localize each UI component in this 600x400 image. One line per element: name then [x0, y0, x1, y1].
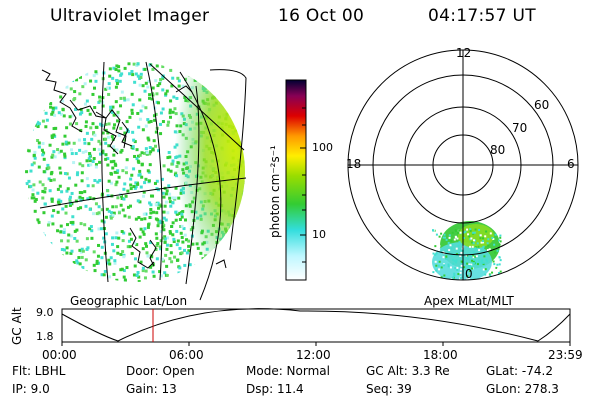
coastlines — [41, 69, 227, 269]
altitude-ytick-bottom: 1.8 — [36, 330, 54, 343]
info-gain: Gain: 13 — [126, 382, 177, 396]
app-title: Ultraviolet Imager — [50, 6, 210, 26]
xtick-2359: 23:59 — [548, 348, 583, 362]
mlt-label-12: 12 — [456, 46, 472, 60]
lat-label-70: 70 — [512, 121, 528, 135]
xtick-0600: 06:00 — [169, 348, 204, 362]
altitude-curve — [61, 308, 571, 342]
info-glon: GLon: 278.3 — [486, 382, 559, 396]
altitude-ytick-top: 9.0 — [36, 306, 54, 319]
lat-label-80: 80 — [490, 143, 506, 157]
info-sequence: Seq: 39 — [366, 382, 412, 396]
mlt-label-18: 18 — [346, 157, 362, 171]
info-filter: Flt: LBHL — [12, 364, 66, 378]
info-mode: Mode: Normal — [246, 364, 330, 378]
xtick-1800: 18:00 — [423, 348, 458, 362]
mlt-label-6: 6 — [567, 157, 575, 171]
altitude-plot — [61, 308, 571, 346]
geographic-image — [25, 61, 247, 301]
polar-caption: Apex MLat/MLT — [424, 294, 514, 308]
mlt-label-0: 0 — [465, 267, 473, 281]
time-label: 04:17:57 UT — [428, 6, 536, 26]
colorbar-tick-100: 100 — [312, 141, 333, 154]
xtick-1200: 12:00 — [296, 348, 331, 362]
polar-plot — [347, 49, 579, 281]
colorbar-unit-label: photon cm⁻²s⁻¹ — [268, 145, 282, 238]
xtick-0000: 00:00 — [42, 348, 77, 362]
lat-lon-grid — [39, 61, 247, 301]
info-ip: IP: 9.0 — [12, 382, 50, 396]
auroral-emission — [432, 221, 502, 280]
info-gc-altitude: GC Alt: 3.3 Re — [366, 364, 450, 378]
geographic-caption: Geographic Lat/Lon — [70, 294, 188, 308]
colorbar-tick-10: 10 — [312, 228, 326, 241]
info-door: Door: Open — [126, 364, 195, 378]
colorbar — [285, 79, 307, 281]
date-label: 16 Oct 00 — [278, 6, 365, 26]
lat-label-60: 60 — [534, 98, 550, 112]
altitude-ylabel: GC Alt — [10, 307, 24, 345]
info-dsp: Dsp: 11.4 — [246, 382, 304, 396]
info-glat: GLat: -74.2 — [486, 364, 553, 378]
